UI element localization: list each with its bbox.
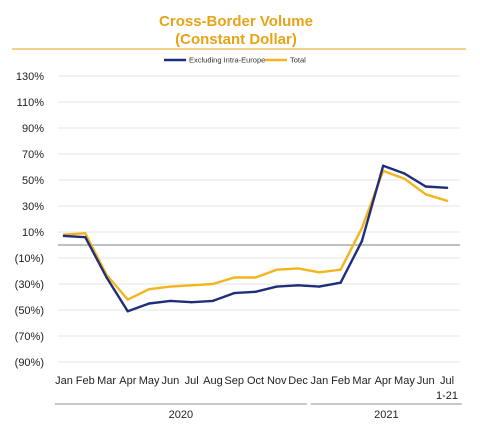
x-tick-label: Dec <box>288 375 308 387</box>
data-point <box>147 302 151 305</box>
data-point <box>169 285 172 288</box>
year-groups: 2020 2021 <box>55 403 462 421</box>
data-point <box>126 310 130 313</box>
data-point <box>445 199 449 202</box>
legend-label: Excluding Intra-Europe <box>189 56 265 65</box>
data-point <box>254 290 257 293</box>
data-point <box>424 185 427 188</box>
y-tick-label: (10%) <box>15 253 44 265</box>
y-tick-label: 10% <box>22 227 44 239</box>
y-axis-ticks: 130% 110% 90% 70% 50% 30% 10% (10%) (30%) (50%) (7… <box>15 71 45 369</box>
year-group-label: 2021 <box>374 409 398 421</box>
data-point <box>360 239 364 243</box>
x-tick-label: Jun <box>417 375 435 387</box>
x-tick-label: Feb <box>331 375 350 387</box>
x-tick-label: Sep <box>224 375 244 387</box>
data-point <box>211 282 215 286</box>
data-point <box>296 284 300 287</box>
y-tick-label: (50%) <box>15 305 44 317</box>
y-tick-label: 30% <box>22 201 44 213</box>
data-point <box>275 285 278 288</box>
series-lines <box>62 164 449 313</box>
data-point <box>190 301 193 304</box>
x-tick-label: Jan <box>55 375 73 387</box>
legend-label: Total <box>290 56 306 65</box>
data-point <box>275 268 278 271</box>
y-tick-label: 70% <box>22 149 44 161</box>
data-point <box>84 232 87 235</box>
data-point <box>445 186 449 189</box>
grid-lines <box>58 75 460 363</box>
data-point <box>403 172 406 175</box>
chart-title: Cross-Border Volume <box>159 13 313 30</box>
data-point <box>233 276 236 279</box>
x-tick-label: Nov <box>267 375 287 387</box>
legend: Excluding Intra-Europe Total <box>164 56 306 65</box>
data-point <box>296 267 300 270</box>
x-tick-label: Aug <box>203 375 223 387</box>
y-tick-label: 130% <box>16 71 44 83</box>
x-tick-label: Feb <box>76 375 95 387</box>
x-tick-label: Oct <box>247 375 264 387</box>
data-point <box>318 271 321 274</box>
x-axis-ticks: Jan Feb Mar Apr May Jun Jul Aug Sep Oct Nov Dec Jan F… <box>55 375 458 402</box>
data-point <box>126 298 130 301</box>
data-point <box>147 288 151 291</box>
chart-subtitle: (Constant Dollar) <box>175 31 297 48</box>
y-tick-label: (30%) <box>15 279 44 291</box>
x-tick-label: Jul <box>440 375 454 387</box>
x-tick-label: May <box>139 375 160 387</box>
x-tick-label: Jun <box>162 375 180 387</box>
data-point <box>62 234 66 238</box>
y-tick-label: (70%) <box>15 331 44 343</box>
data-point <box>254 276 257 279</box>
data-point <box>403 177 406 180</box>
x-tick-label: 1-21 <box>436 390 458 402</box>
y-tick-label: 110% <box>17 97 45 109</box>
data-point <box>84 236 87 239</box>
data-point <box>339 268 342 271</box>
x-tick-label: Jul <box>185 375 199 387</box>
data-point <box>211 299 215 303</box>
data-point <box>190 284 193 287</box>
data-point <box>424 193 427 196</box>
series-line-0 <box>62 164 449 313</box>
x-tick-label: Apr <box>375 375 392 387</box>
data-point <box>169 299 172 303</box>
y-tick-label: 90% <box>22 123 44 135</box>
series-line-1 <box>62 169 449 301</box>
y-tick-label: (90%) <box>15 357 44 369</box>
y-tick-label: 50% <box>22 175 44 187</box>
x-tick-label: May <box>394 375 415 387</box>
data-point <box>339 281 342 284</box>
data-point <box>105 276 108 279</box>
data-point <box>360 226 364 230</box>
data-point <box>318 285 321 288</box>
x-tick-label: Apr <box>119 375 136 387</box>
data-point <box>381 164 385 167</box>
data-point <box>233 291 236 295</box>
x-tick-label: Mar <box>97 375 116 387</box>
x-tick-label: Mar <box>352 375 371 387</box>
x-tick-label: Jan <box>310 375 328 387</box>
year-group-label: 2020 <box>169 409 193 421</box>
